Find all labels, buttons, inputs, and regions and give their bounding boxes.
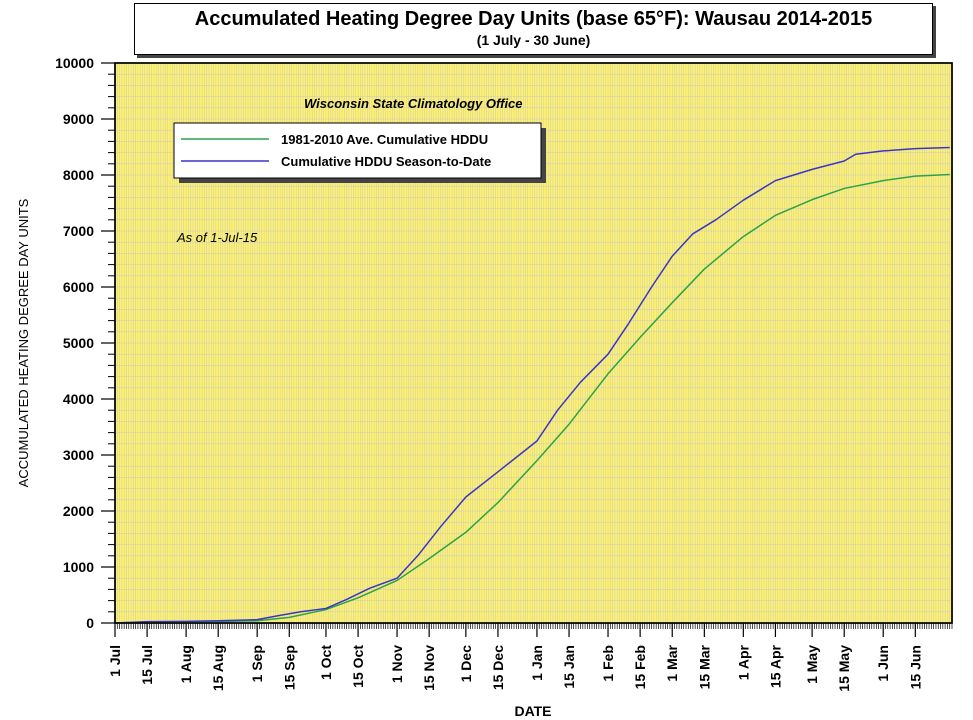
y-axis: 0 1000 2000 3000 4000 5000 6000 7000 8000 9000 100…	[55, 55, 115, 631]
legend-label-average: 1981-2010 Ave. Cumulative HDDU	[281, 132, 488, 147]
x-tick-label: 1 Jan	[529, 645, 545, 681]
y-tick-label: 3000	[63, 447, 94, 463]
x-tick-label: 1 Jul	[107, 645, 123, 677]
source-annotation: Wisconsin State Climatology Office	[304, 96, 523, 111]
x-axis-title: DATE	[514, 703, 551, 719]
as-of-annotation: As of 1-Jul-15	[176, 230, 258, 245]
y-tick-label: 10000	[55, 55, 94, 71]
x-tick-label: 1 Nov	[389, 645, 405, 683]
legend: 1981-2010 Ave. Cumulative HDDU Cumulativ…	[173, 122, 546, 183]
x-tick-label: 1 Sep	[249, 645, 265, 682]
x-tick-label: 15 Jan	[561, 645, 577, 689]
x-tick-label: 15 Jun	[907, 645, 923, 689]
x-tick-label: 15 Sep	[281, 645, 297, 690]
y-tick-label: 0	[86, 615, 94, 631]
series-lines	[114, 146, 950, 624]
x-tick-label: 15 Mar	[696, 644, 712, 689]
x-tick-label: 1 Apr	[735, 644, 751, 680]
legend-box	[173, 122, 542, 179]
y-tick-label: 5000	[63, 335, 94, 351]
x-tick-label: 15 May	[836, 645, 852, 692]
y-tick-label: 6000	[63, 279, 94, 295]
y-tick-label: 9000	[63, 111, 94, 127]
x-tick-label: 1 Oct	[318, 645, 334, 680]
x-tick-label: 15 Aug	[210, 645, 226, 691]
y-tick-label: 8000	[63, 167, 94, 183]
x-tick-label: 1 Dec	[458, 645, 474, 683]
y-tick-label: 1000	[63, 559, 94, 575]
series-line-season	[114, 146, 950, 624]
x-tick-label: 15 Oct	[350, 645, 366, 688]
y-tick-label: 7000	[63, 223, 94, 239]
series-line-average	[114, 173, 950, 624]
x-tick-label: 15 Feb	[632, 645, 648, 689]
x-tick-label: 15 Jul	[139, 645, 155, 685]
x-tick-label: 1 Mar	[664, 644, 680, 681]
x-tick-label: 15 Apr	[767, 644, 783, 688]
plot-frame	[114, 62, 953, 624]
x-tick-label: 15 Dec	[490, 645, 506, 690]
chart-subtitle: (1 July - 30 June)	[476, 32, 591, 48]
y-axis-title: ACCUMULATED HEATING DEGREE DAY UNITS	[16, 198, 31, 487]
y-tick-label: 4000	[63, 391, 94, 407]
x-tick-label: 15 Nov	[421, 645, 437, 691]
y-tick-label: 2000	[63, 503, 94, 519]
chart-title: Accumulated Heating Degree Day Units (ba…	[194, 8, 873, 30]
x-axis: 1 Jul 15 Jul 1 Aug 15 Aug 1 Sep 15 Sep 1 Oct 15…	[107, 623, 953, 692]
x-tick-label: 1 Feb	[600, 645, 616, 682]
chart-title-box: Accumulated Heating Degree Day Units (ba…	[134, 3, 933, 55]
legend-label-season: Cumulative HDDU Season-to-Date	[281, 154, 491, 169]
x-tick-label: 1 Aug	[178, 645, 194, 683]
x-tick-label: 1 Jun	[875, 645, 891, 682]
x-tick-label: 1 May	[804, 645, 820, 684]
